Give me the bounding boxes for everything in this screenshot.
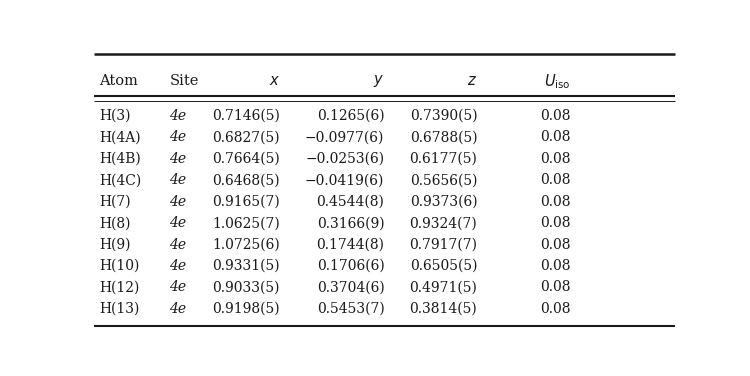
Text: 0.1265(6): 0.1265(6) — [316, 109, 384, 123]
Text: 1.0725(6): 1.0725(6) — [212, 238, 280, 252]
Text: 0.6505(5): 0.6505(5) — [410, 259, 477, 273]
Text: 0.9198(5): 0.9198(5) — [212, 302, 280, 316]
Text: 0.4971(5): 0.4971(5) — [410, 280, 477, 294]
Text: 4e: 4e — [170, 216, 187, 230]
Text: 0.1706(6): 0.1706(6) — [316, 259, 384, 273]
Text: −0.0419(6): −0.0419(6) — [305, 173, 384, 187]
Text: 0.3704(6): 0.3704(6) — [316, 280, 384, 294]
Text: $U_{\rm iso}$: $U_{\rm iso}$ — [544, 72, 570, 91]
Text: 0.7917(7): 0.7917(7) — [410, 238, 477, 252]
Text: 0.9033(5): 0.9033(5) — [212, 280, 280, 294]
Text: −0.0253(6): −0.0253(6) — [305, 152, 384, 166]
Text: 0.08: 0.08 — [540, 152, 570, 166]
Text: Atom: Atom — [100, 74, 139, 88]
Text: 0.9165(7): 0.9165(7) — [212, 195, 280, 209]
Text: 0.7664(5): 0.7664(5) — [212, 152, 280, 166]
Text: H(9): H(9) — [100, 238, 131, 252]
Text: 0.08: 0.08 — [540, 130, 570, 144]
Text: 0.5656(5): 0.5656(5) — [410, 173, 477, 187]
Text: $z$: $z$ — [467, 74, 477, 88]
Text: $y$: $y$ — [374, 73, 384, 89]
Text: H(10): H(10) — [100, 259, 140, 273]
Text: 0.6827(5): 0.6827(5) — [212, 130, 280, 144]
Text: H(13): H(13) — [100, 302, 140, 316]
Text: 0.08: 0.08 — [540, 280, 570, 294]
Text: 0.08: 0.08 — [540, 195, 570, 209]
Text: 0.6788(5): 0.6788(5) — [410, 130, 477, 144]
Text: 4e: 4e — [170, 280, 187, 294]
Text: 4e: 4e — [170, 195, 187, 209]
Text: 0.08: 0.08 — [540, 216, 570, 230]
Text: H(4A): H(4A) — [100, 130, 141, 144]
Text: H(12): H(12) — [100, 280, 140, 294]
Text: −0.0977(6): −0.0977(6) — [305, 130, 384, 144]
Text: 1.0625(7): 1.0625(7) — [212, 216, 280, 230]
Text: 0.9331(5): 0.9331(5) — [212, 259, 280, 273]
Text: 4e: 4e — [170, 302, 187, 316]
Text: H(7): H(7) — [100, 195, 131, 209]
Text: 4e: 4e — [170, 238, 187, 252]
Text: Site: Site — [170, 74, 199, 88]
Text: 0.08: 0.08 — [540, 173, 570, 187]
Text: 0.6177(5): 0.6177(5) — [410, 152, 477, 166]
Text: 4e: 4e — [170, 259, 187, 273]
Text: 0.4544(8): 0.4544(8) — [316, 195, 384, 209]
Text: 4e: 4e — [170, 173, 187, 187]
Text: 0.9324(7): 0.9324(7) — [410, 216, 477, 230]
Text: 0.9373(6): 0.9373(6) — [410, 195, 477, 209]
Text: 0.08: 0.08 — [540, 302, 570, 316]
Text: H(8): H(8) — [100, 216, 131, 230]
Text: 0.08: 0.08 — [540, 238, 570, 252]
Text: 0.7146(5): 0.7146(5) — [211, 109, 280, 123]
Text: H(4B): H(4B) — [100, 152, 141, 166]
Text: 0.5453(7): 0.5453(7) — [316, 302, 384, 316]
Text: 0.1744(8): 0.1744(8) — [316, 238, 384, 252]
Text: 0.3166(9): 0.3166(9) — [316, 216, 384, 230]
Text: 4e: 4e — [170, 152, 187, 166]
Text: 0.3814(5): 0.3814(5) — [410, 302, 477, 316]
Text: 0.7390(5): 0.7390(5) — [410, 109, 477, 123]
Text: $x$: $x$ — [268, 74, 280, 88]
Text: 4e: 4e — [170, 109, 187, 123]
Text: H(4C): H(4C) — [100, 173, 142, 187]
Text: H(3): H(3) — [100, 109, 131, 123]
Text: 0.08: 0.08 — [540, 259, 570, 273]
Text: 0.6468(5): 0.6468(5) — [212, 173, 280, 187]
Text: 0.08: 0.08 — [540, 109, 570, 123]
Text: 4e: 4e — [170, 130, 187, 144]
